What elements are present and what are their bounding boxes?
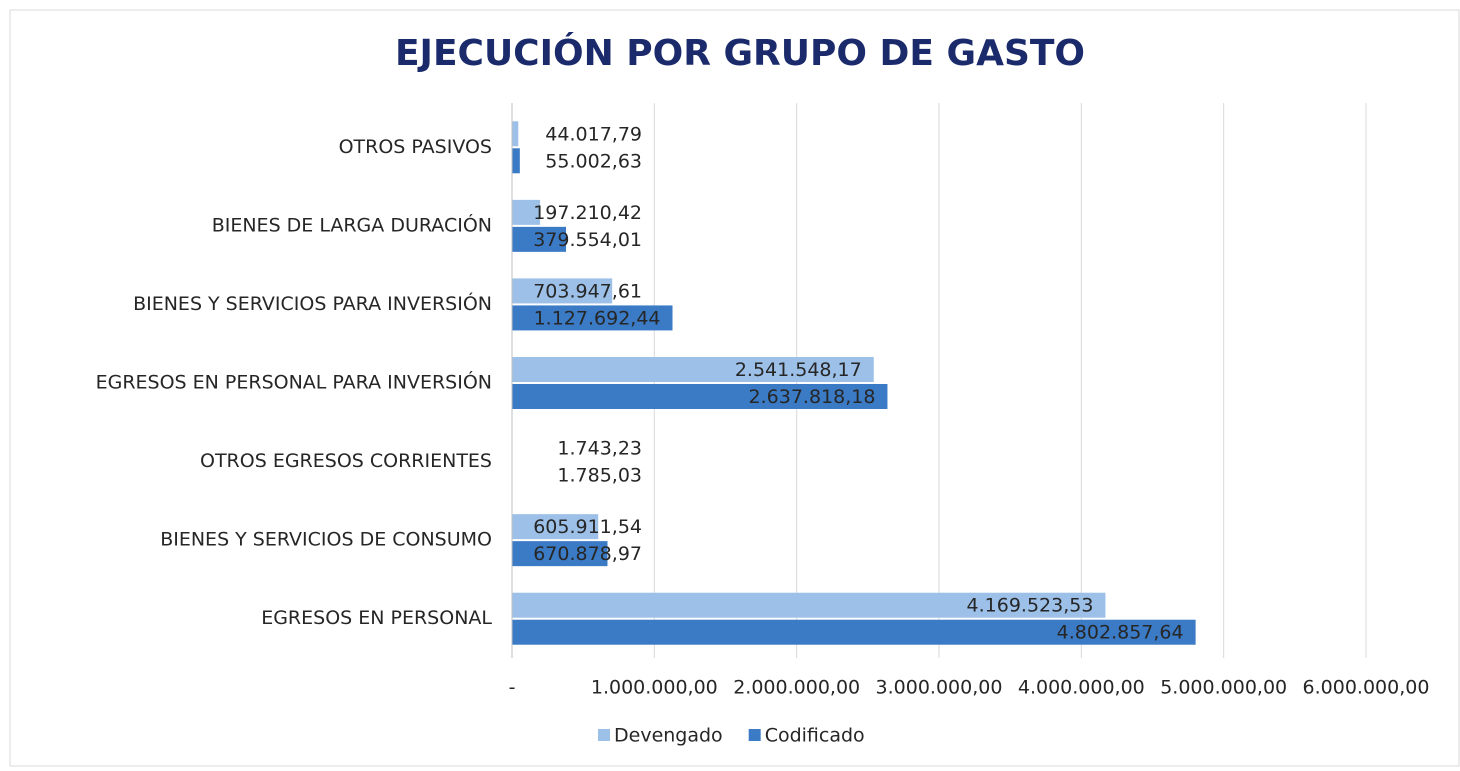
x-tick-label: 6.000.000,00 [1303,677,1430,699]
chart-title: EJECUCIÓN POR GRUPO DE GASTO [395,32,1085,74]
legend-label: Codificado [765,725,865,747]
category-label: OTROS PASIVOS [339,136,492,158]
value-label: 605.911,54 [533,516,642,538]
value-label: 197.210,42 [533,202,642,224]
category-label: EGRESOS EN PERSONAL [261,607,492,629]
bar [512,148,520,173]
category-label: OTROS EGRESOS CORRIENTES [200,450,492,472]
value-label: 1.785,03 [557,465,642,487]
bar [512,121,518,146]
value-label: 1.127.692,44 [534,307,661,329]
value-label: 2.637.818,18 [749,386,876,408]
category-label: BIENES Y SERVICIOS DE CONSUMO [160,529,492,551]
value-label: 4.169.523,53 [967,595,1094,617]
value-label: 44.017,79 [545,123,642,145]
value-label: 2.541.548,17 [735,359,862,381]
x-tick-label: 4.000.000,00 [1018,677,1145,699]
value-label: 55.002,63 [545,150,642,172]
value-label: 670.878,97 [533,543,642,565]
legend-swatch [598,729,610,741]
legend-swatch [749,729,761,741]
x-tick-label: 5.000.000,00 [1160,677,1287,699]
category-label: BIENES Y SERVICIOS PARA INVERSIÓN [133,291,492,315]
value-label: 703.947,61 [533,280,642,302]
category-label: EGRESOS EN PERSONAL PARA INVERSIÓN [96,370,492,394]
x-tick-label: 1.000.000,00 [591,677,718,699]
x-tick-label: 3.000.000,00 [876,677,1003,699]
value-label: 1.743,23 [557,438,642,460]
legend-label: Devengado [614,725,723,747]
category-label: BIENES DE LARGA DURACIÓN [212,212,492,236]
x-tick-label: - [509,677,516,699]
value-label: 379.554,01 [533,229,642,251]
value-label: 4.802.857,64 [1057,622,1184,644]
x-tick-label: 2.000.000,00 [733,677,860,699]
